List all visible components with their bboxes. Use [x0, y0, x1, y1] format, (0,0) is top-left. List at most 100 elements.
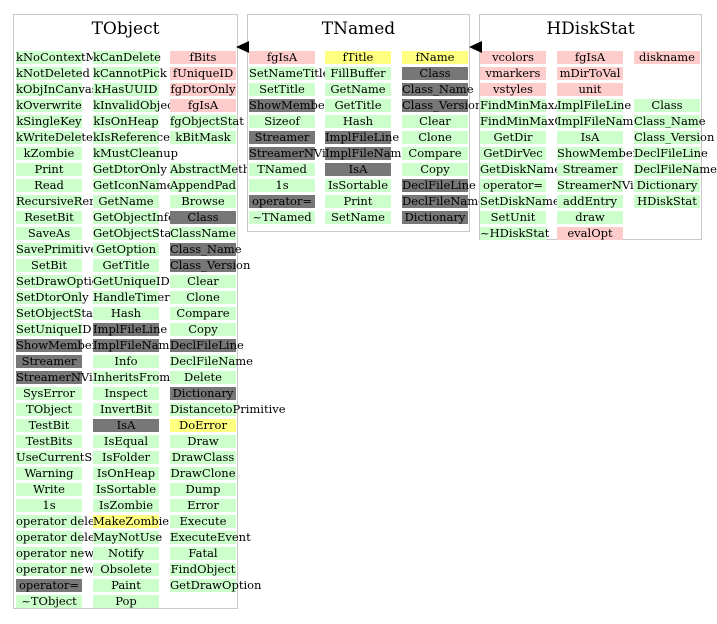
- member-cell: Print: [325, 195, 391, 208]
- member-cell: IsEqual: [93, 435, 159, 448]
- member-cell: Pop: [93, 595, 159, 608]
- member-cell: MakeZombie: [93, 514, 170, 528]
- member-cell: GetTitle: [325, 99, 391, 112]
- member-cell: diskname: [634, 51, 700, 64]
- member-cell: GetOption: [93, 243, 159, 256]
- member-cell: Sizeof: [249, 115, 315, 128]
- member-cell: GetUniqueID: [93, 274, 170, 288]
- member-cell: ClassName: [170, 226, 236, 240]
- member-cell: IsA: [557, 131, 623, 144]
- member-cell: Clone: [402, 131, 468, 144]
- member-cell: IsSortable: [325, 179, 391, 192]
- member-cell: GetDiskName: [480, 162, 562, 176]
- member-cell: fName: [402, 51, 468, 64]
- member-cell: Streamer: [557, 163, 623, 176]
- member-cell: draw: [557, 211, 623, 224]
- member-cell: Class_Name: [634, 114, 706, 128]
- member-cell: ExecuteEvent: [170, 530, 251, 544]
- member-cell: MayNotUse: [93, 530, 163, 544]
- member-cell: SetUniqueID: [16, 322, 92, 336]
- member-cell: SetObjectStat: [16, 306, 98, 320]
- member-cell: evalOpt: [557, 227, 623, 240]
- member-cell: operator delete: [16, 514, 107, 528]
- member-cell: Dump: [170, 483, 236, 496]
- tobject-column-3: fBits fUniqueID fgDtorOnly fgIsA fgObjectSta…: [170, 51, 286, 595]
- member-cell: SetTitle: [249, 83, 315, 96]
- member-cell: SetNameTitle: [249, 66, 330, 80]
- member-cell: ~HDiskStat: [480, 226, 550, 240]
- member-cell: SetDiskName: [480, 194, 560, 208]
- member-cell: FindMinMaxGraph: [480, 114, 591, 128]
- member-cell: ~TObject: [16, 595, 82, 608]
- member-cell: Hash: [325, 115, 391, 128]
- member-cell: IsZombie: [93, 499, 159, 512]
- member-cell: ImplFileName: [557, 114, 641, 128]
- member-cell: SysError: [16, 387, 82, 400]
- class-title-hdiskstat: HDiskStat: [546, 19, 635, 39]
- member-cell: Copy: [170, 323, 236, 336]
- member-cell: kCanDelete: [93, 50, 161, 64]
- inheritance-arrow-tnamed-to-tobject: [236, 41, 249, 53]
- member-cell: ImplFileLine: [93, 322, 168, 336]
- member-cell: kNotDeleted: [16, 66, 90, 80]
- member-cell: Clear: [170, 275, 236, 288]
- member-cell: TestBit: [16, 419, 82, 432]
- member-cell: GetDrawOption: [170, 578, 262, 592]
- member-cell: Copy: [402, 163, 468, 176]
- member-cell: operator=: [249, 195, 315, 208]
- member-cell: FillBuffer: [325, 67, 391, 80]
- member-cell: operator new[]: [16, 562, 104, 576]
- member-cell: SetDrawOption: [16, 274, 107, 288]
- empty-cell: [634, 83, 700, 96]
- member-cell: SetName: [325, 211, 391, 224]
- member-cell: SetDtorOnly: [16, 290, 89, 304]
- member-cell: UseCurrentStyle: [16, 450, 114, 464]
- member-cell: kZombie: [16, 147, 82, 160]
- member-cell: InheritsFrom: [93, 370, 171, 384]
- member-cell: operator=: [16, 579, 82, 592]
- member-cell: Notify: [93, 547, 159, 560]
- member-cell: Execute: [170, 515, 236, 528]
- member-cell: IsSortable: [93, 483, 159, 496]
- member-cell: DrawClass: [170, 450, 236, 464]
- member-cell: ImplFileName: [325, 146, 409, 160]
- member-cell: GetIconName: [93, 178, 174, 192]
- member-cell: IsFolder: [93, 451, 159, 464]
- member-cell: Info: [93, 355, 159, 368]
- member-cell: GetObjectInfo: [93, 210, 175, 224]
- member-cell: Class_Version: [170, 258, 251, 272]
- member-cell: fBits: [170, 51, 236, 64]
- member-cell: Clone: [170, 291, 236, 304]
- member-cell: SaveAs: [16, 227, 82, 240]
- member-cell: Hash: [93, 307, 159, 320]
- member-cell: StreamerNVirtual: [249, 146, 354, 160]
- member-cell: ShowMembers: [557, 146, 645, 160]
- member-cell: Read: [16, 179, 82, 192]
- member-cell: SavePrimitive: [16, 242, 98, 256]
- empty-cell: [634, 67, 700, 80]
- member-cell: TestBits: [16, 435, 82, 448]
- class-title-tobject: TObject: [91, 19, 160, 39]
- member-cell: kWriteDelete: [16, 130, 93, 144]
- member-cell: vstyles: [480, 83, 546, 96]
- member-cell: Class: [170, 211, 236, 224]
- member-cell: GetObjectStat: [93, 226, 176, 240]
- class-title-tnamed: TNamed: [321, 19, 396, 39]
- member-cell: fgIsA: [170, 99, 236, 112]
- hdiskstat-column-2: fgIsA mDirToVal unit ImplFileLine ImplFileNa…: [557, 51, 662, 243]
- member-cell: Compare: [402, 147, 468, 160]
- member-cell: DeclFileName: [402, 194, 485, 208]
- member-cell: ImplFileName: [93, 338, 177, 352]
- member-cell: 1s: [16, 499, 82, 512]
- member-cell: 1s: [249, 179, 315, 192]
- member-cell: StreamerNVirtual: [16, 370, 121, 384]
- member-cell: kObjInCanvas: [16, 82, 98, 96]
- member-cell: DeclFileName: [170, 354, 253, 368]
- member-cell: GetName: [93, 195, 159, 208]
- member-cell: kIsOnHeap: [93, 114, 159, 128]
- member-cell: DeclFileLine: [402, 178, 476, 192]
- member-cell: IsA: [325, 163, 391, 176]
- member-cell: fgObjectStat: [170, 114, 244, 128]
- member-cell: IsOnHeap: [93, 467, 159, 480]
- member-cell: Obsolete: [93, 563, 159, 576]
